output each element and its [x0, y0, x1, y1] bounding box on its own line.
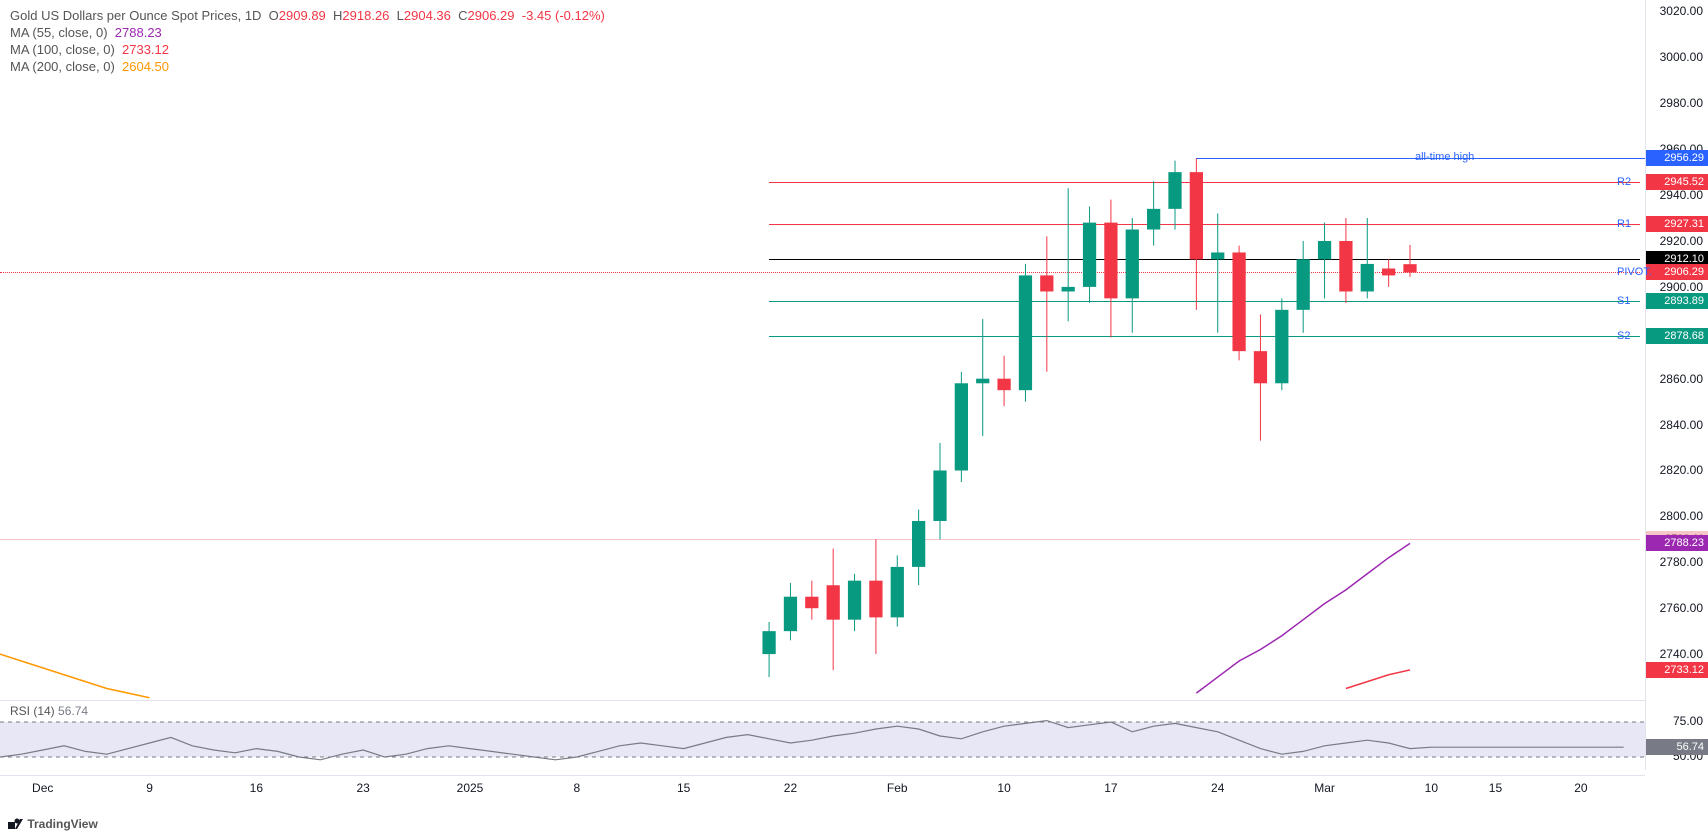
- rsi-pane[interactable]: [0, 700, 1645, 770]
- candle[interactable]: [912, 521, 925, 567]
- candle[interactable]: [891, 567, 904, 617]
- x-tick: Mar: [1314, 781, 1335, 795]
- candle[interactable]: [1019, 275, 1032, 390]
- candle[interactable]: [1190, 172, 1203, 259]
- y-tick: 2980.00: [1660, 96, 1703, 110]
- y-tick: 2920.00: [1660, 234, 1703, 248]
- rsi-axis[interactable]: 75.0050.0056.74: [1645, 700, 1708, 770]
- candle[interactable]: [1403, 264, 1416, 272]
- ma-line: [1196, 543, 1410, 693]
- x-tick: 16: [250, 781, 263, 795]
- y-tick: 2840.00: [1660, 418, 1703, 432]
- price-tag: 2945.52: [1646, 174, 1708, 190]
- y-tick: 2900.00: [1660, 280, 1703, 294]
- candle[interactable]: [1126, 230, 1139, 299]
- rsi-tick: 75.00: [1673, 714, 1703, 728]
- x-tick: 9: [146, 781, 153, 795]
- price-tag: 2893.89: [1646, 293, 1708, 309]
- candle[interactable]: [1104, 223, 1117, 299]
- x-tick: 22: [784, 781, 797, 795]
- candle[interactable]: [1062, 287, 1075, 292]
- candle[interactable]: [869, 581, 882, 618]
- candle[interactable]: [848, 581, 861, 620]
- candle[interactable]: [1318, 241, 1331, 259]
- candle[interactable]: [762, 631, 775, 654]
- candle[interactable]: [1254, 351, 1267, 383]
- candle[interactable]: [976, 379, 989, 384]
- candle[interactable]: [1297, 259, 1310, 309]
- y-tick: 2740.00: [1660, 647, 1703, 661]
- ma-line: [0, 654, 150, 698]
- x-tick: 23: [356, 781, 369, 795]
- price-tag: 2733.12: [1646, 662, 1708, 678]
- y-tick: 2860.00: [1660, 372, 1703, 386]
- candle[interactable]: [805, 597, 818, 608]
- x-tick: 15: [1489, 781, 1502, 795]
- price-axis[interactable]: 2740.00 2760.00 2780.00 2800.00 2820.00 2840.…: [1645, 0, 1708, 700]
- ma-line: [1346, 670, 1410, 689]
- candle[interactable]: [997, 379, 1010, 390]
- y-tick: 2800.00: [1660, 509, 1703, 523]
- tradingview-logo: TradingView: [8, 817, 98, 831]
- price-tag: 2906.29: [1646, 264, 1708, 280]
- candle[interactable]: [1168, 172, 1181, 209]
- y-tick: 3000.00: [1660, 50, 1703, 64]
- price-tag: 2788.23: [1646, 535, 1708, 551]
- y-tick: 3020.00: [1660, 4, 1703, 18]
- candle[interactable]: [1083, 223, 1096, 287]
- candle[interactable]: [784, 597, 797, 631]
- candle[interactable]: [1361, 264, 1374, 292]
- candle[interactable]: [1232, 252, 1245, 351]
- main-chart[interactable]: all-time highR2R1PIVOT.S1S2: [0, 0, 1645, 700]
- price-tag: 2927.31: [1646, 216, 1708, 232]
- candle[interactable]: [955, 383, 968, 470]
- x-tick: 17: [1104, 781, 1117, 795]
- price-tag: 2956.29: [1646, 150, 1708, 166]
- x-tick: 8: [573, 781, 580, 795]
- y-tick: 2820.00: [1660, 463, 1703, 477]
- x-tick: 10: [997, 781, 1010, 795]
- candle[interactable]: [1382, 269, 1395, 276]
- x-tick: 24: [1211, 781, 1224, 795]
- candle[interactable]: [1147, 209, 1160, 230]
- y-tick: 2780.00: [1660, 555, 1703, 569]
- x-tick: 20: [1574, 781, 1587, 795]
- x-tick: 15: [677, 781, 690, 795]
- rsi-value-tag: 56.74: [1646, 739, 1708, 755]
- x-tick: 10: [1425, 781, 1438, 795]
- candle[interactable]: [933, 470, 946, 520]
- candle[interactable]: [1275, 310, 1288, 383]
- time-axis[interactable]: Dec 9 16 23 2025 8 15 22 Feb 10 17 24 Mar 10 15 20: [0, 775, 1645, 805]
- candle[interactable]: [827, 585, 840, 619]
- candle[interactable]: [1339, 241, 1352, 291]
- candle[interactable]: [1040, 275, 1053, 291]
- x-tick: Dec: [32, 781, 53, 795]
- x-tick: Feb: [887, 781, 908, 795]
- x-tick: 2025: [457, 781, 484, 795]
- y-tick: 2760.00: [1660, 601, 1703, 615]
- candle[interactable]: [1211, 252, 1224, 259]
- price-tag: 2878.68: [1646, 328, 1708, 344]
